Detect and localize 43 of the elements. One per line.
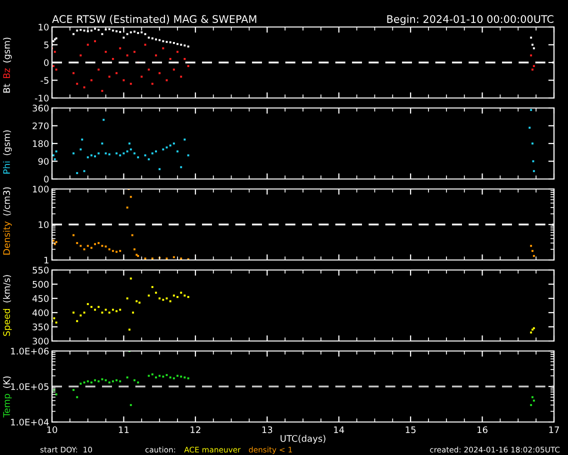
y-tick-label: 1.0E+06 xyxy=(11,348,49,355)
x-tick-label: 11 xyxy=(118,426,129,434)
y-axis-title: (K) xyxy=(3,376,12,388)
text: Density xyxy=(3,221,12,255)
y-tick-label: 5 xyxy=(44,42,48,48)
y-tick-label: 0 xyxy=(44,59,49,66)
y-tick-label: -10 xyxy=(34,94,49,102)
y-axis-title: (/cm3) xyxy=(3,187,12,216)
chart-title: ACE RTSW (Estimated) MAG & SWEPAM xyxy=(52,14,256,24)
y-tick-label: 300 xyxy=(32,338,49,345)
text: Temp xyxy=(3,394,12,418)
y-tick-label: 0 xyxy=(44,176,49,183)
text: Bz xyxy=(3,68,10,78)
text: Phi xyxy=(3,162,10,174)
y-tick-label: 90 xyxy=(38,158,49,165)
y-tick-label: 550 xyxy=(32,266,49,274)
y-tick-label: 450 xyxy=(32,295,49,302)
y-tick-label: 270 xyxy=(32,122,49,130)
y-axis-title: (km/s) xyxy=(3,275,12,302)
y-tick-label: 100 xyxy=(32,186,49,193)
chart-subtitle: Begin: 2024-01-10 00:00:00UTC xyxy=(387,14,554,25)
y-tick-label: 1 xyxy=(44,256,48,264)
text: Speed xyxy=(3,308,12,336)
y-tick-label: 180 xyxy=(32,140,49,148)
y-tick-label: 400 xyxy=(32,309,49,316)
y-tick-label: 10 xyxy=(38,221,49,228)
y-tick-label: 1.0E+04 xyxy=(11,418,49,426)
y-tick-label: 360 xyxy=(32,104,49,112)
y-tick-label: 10 xyxy=(38,24,49,31)
x-tick-label: 15 xyxy=(406,426,416,434)
x-tick-label: 14 xyxy=(334,426,344,434)
y-tick-label: 500 xyxy=(32,280,49,288)
y-tick-label: 350 xyxy=(32,324,49,330)
x-tick-label: 16 xyxy=(478,426,488,434)
x-tick-label: 13 xyxy=(262,426,272,434)
y-axis-title: (gsm) xyxy=(3,38,12,62)
text: Bt xyxy=(3,84,10,93)
x-axis-title: UTC(days) xyxy=(280,434,326,444)
x-tick-label: 12 xyxy=(190,426,200,434)
x-tick-label: 17 xyxy=(549,426,559,434)
y-tick-label: 1.0E+05 xyxy=(11,383,48,390)
y-axis-title: (gsm) xyxy=(3,130,12,156)
y-tick-label: -5 xyxy=(40,77,48,84)
